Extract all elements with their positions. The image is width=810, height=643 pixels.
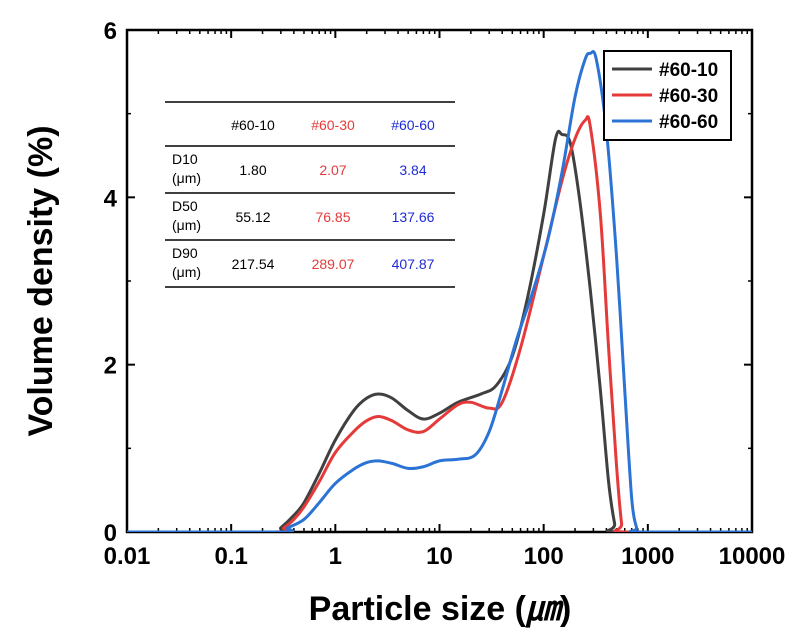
x-tick-label: 10000 (719, 543, 786, 570)
table-cell: 1.80 (239, 162, 266, 178)
x-axis-unit: ㎛ (525, 590, 564, 628)
y-tick-label: 0 (104, 520, 117, 547)
legend-label-60-60: #60-60 (659, 112, 718, 133)
table-header-60-30: #60-30 (311, 117, 355, 133)
x-tick-label: 1 (329, 543, 342, 570)
series-line-60-60 (127, 50, 752, 532)
y-tick-label: 2 (104, 353, 117, 380)
x-tick-label: 0.1 (214, 543, 247, 570)
series-line-60-10 (127, 129, 752, 532)
table-row-unit: (μm) (172, 170, 201, 186)
series-layer (127, 50, 752, 532)
y-tick-label: 4 (104, 185, 118, 212)
table-header-60-60: #60-60 (391, 117, 435, 133)
x-tick-label: 100 (524, 543, 564, 570)
table-cell: 137.66 (392, 209, 435, 225)
y-tick-label: 6 (104, 18, 117, 45)
table-row-label: D50 (172, 198, 198, 214)
table-cell: 217.54 (232, 256, 275, 272)
y-axis-title: Volume density (%) (22, 125, 60, 436)
legend-label-60-30: #60-30 (659, 86, 718, 107)
table-row-unit: (μm) (172, 217, 201, 233)
table-cell: 55.12 (235, 209, 270, 225)
table-cell: 407.87 (392, 256, 435, 272)
series-line-60-30 (127, 115, 752, 532)
table-row-label: D10 (172, 151, 198, 167)
table-cell: 76.85 (315, 209, 350, 225)
x-tick-label: 10 (426, 543, 453, 570)
table-header-60-10: #60-10 (231, 117, 275, 133)
x-axis-title: Particle size (㎛) (309, 590, 572, 628)
legend: #60-10 #60-30 #60-60 (603, 50, 732, 141)
table-row-label: D90 (172, 245, 198, 261)
x-tick-label: 0.01 (104, 543, 151, 570)
legend-label-60-10: #60-10 (659, 60, 718, 81)
table-cell: 289.07 (312, 256, 355, 272)
table-row-unit: (μm) (172, 264, 201, 280)
table-cell: 2.07 (319, 162, 346, 178)
x-axis: 0.01 0.1 1 10 100 1000 10000 (104, 30, 786, 570)
x-tick-label: 1000 (621, 543, 674, 570)
table-cell: 3.84 (399, 162, 426, 178)
inset-table: #60-10 #60-30 #60-60 D10 (μm) 1.80 2.07 … (165, 101, 455, 288)
